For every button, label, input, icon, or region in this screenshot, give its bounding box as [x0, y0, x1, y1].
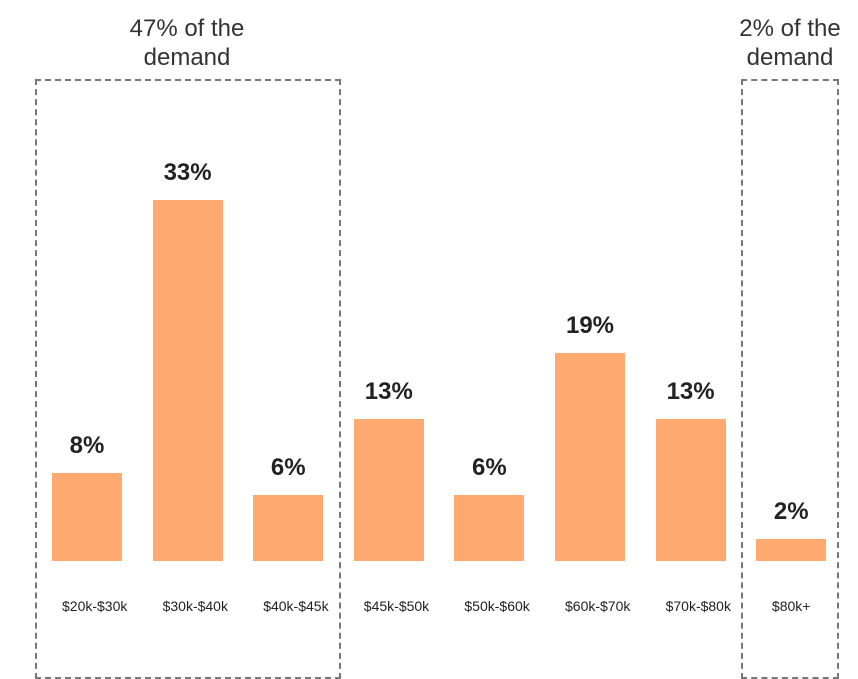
bar [152, 199, 223, 561]
data-label: 6% [472, 454, 507, 482]
page: 47% of the demand 2% of the demand (() =… [35, 15, 841, 679]
data-label: 13% [666, 377, 715, 405]
bar [52, 473, 122, 561]
bar [353, 418, 424, 561]
data-label: 2% [773, 498, 809, 526]
bar [555, 353, 625, 561]
x-tick-label: $80k+ [771, 598, 811, 614]
bar [756, 539, 827, 561]
x-tick-label: $50k-$60k [464, 598, 530, 614]
x-tick-label: $45k-$50k [363, 598, 430, 614]
x-tick-label: $20k-$30k [62, 598, 128, 614]
data-label: 6% [270, 454, 306, 482]
bar [454, 495, 525, 561]
annotation: 2% of the demand [739, 15, 841, 71]
group-box [741, 79, 839, 679]
bar [655, 418, 726, 561]
data-label: 33% [163, 158, 212, 186]
data-label: 8% [69, 432, 105, 460]
x-tick-label: $40k-$45k [263, 598, 329, 614]
bar [253, 495, 324, 561]
data-label: 19% [565, 312, 615, 340]
data-label: 13% [364, 377, 413, 405]
x-tick-label: $30k-$40k [162, 598, 228, 614]
annotation: 47% of the demand [129, 15, 245, 71]
x-tick-label: $70k-$80k [665, 598, 731, 614]
x-tick-label: $60k-$70k [565, 598, 631, 614]
